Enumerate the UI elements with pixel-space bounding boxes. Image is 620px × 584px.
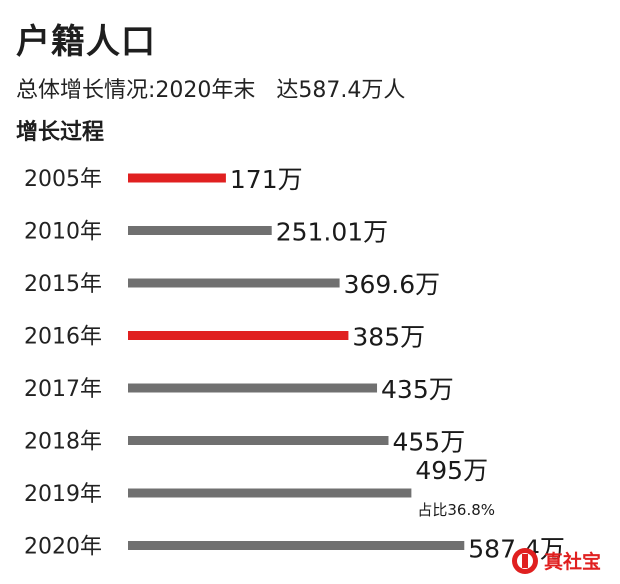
value-label: 495万 xyxy=(415,456,488,485)
category-label: 2016年 xyxy=(24,325,102,350)
category-label: 2015年 xyxy=(24,272,102,297)
category-label: 2017年 xyxy=(24,377,102,402)
bar xyxy=(128,331,349,340)
value-label: 369.6万 xyxy=(344,270,441,299)
watermark-text: 真社宝 xyxy=(544,550,601,573)
category-label: 2018年 xyxy=(24,430,102,455)
value-label: 455万 xyxy=(392,428,465,457)
watermark-logo: 真社宝 xyxy=(508,544,616,580)
bar xyxy=(128,226,272,235)
category-label: 2019年 xyxy=(24,482,102,507)
section-heading: 增长过程 xyxy=(16,120,105,145)
chart-title: 户籍人口 xyxy=(16,22,156,62)
bar xyxy=(128,278,340,288)
bar xyxy=(128,541,465,550)
bar xyxy=(128,488,412,498)
annotation-label: 占比36.8% xyxy=(417,501,495,519)
value-label: 251.01万 xyxy=(276,218,388,247)
summary-text: 总体增长情况:2020年末 达587.4万人 xyxy=(16,78,406,103)
bar xyxy=(128,173,226,183)
value-label: 171万 xyxy=(230,165,303,194)
value-label: 385万 xyxy=(352,323,425,352)
category-label: 2020年 xyxy=(24,535,102,560)
category-label: 2010年 xyxy=(24,220,102,245)
value-label: 435万 xyxy=(381,375,454,404)
bar xyxy=(128,436,389,445)
bar xyxy=(128,383,378,393)
category-label: 2005年 xyxy=(24,167,102,192)
watermark-emblem-icon xyxy=(512,548,538,574)
